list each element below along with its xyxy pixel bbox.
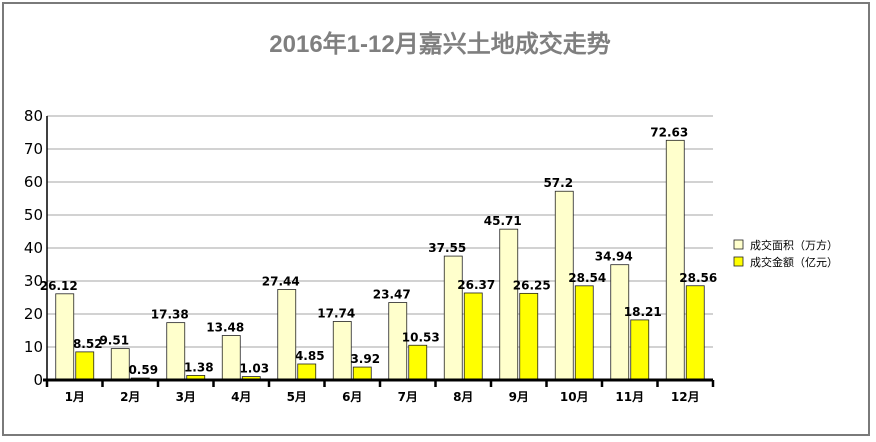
data-label: 4.85 bbox=[295, 349, 325, 363]
x-tick-label: 10月 bbox=[560, 390, 589, 404]
bar-amount bbox=[519, 292, 539, 381]
bar-area bbox=[221, 335, 241, 381]
y-tick-label: 60 bbox=[24, 173, 43, 191]
data-label: 17.38 bbox=[151, 308, 189, 322]
bar-area bbox=[110, 348, 130, 381]
x-tick-label: 2月 bbox=[120, 390, 140, 404]
bar-area bbox=[499, 228, 519, 381]
data-label: 0.59 bbox=[128, 363, 158, 377]
x-tick-label: 6月 bbox=[342, 390, 362, 404]
data-label: 18.21 bbox=[624, 305, 662, 319]
data-label: 26.37 bbox=[457, 278, 495, 292]
bar-area bbox=[443, 255, 463, 381]
data-label: 9.51 bbox=[99, 334, 129, 348]
y-tick-label: 50 bbox=[24, 206, 43, 224]
data-label: 26.25 bbox=[513, 278, 551, 292]
data-label: 3.92 bbox=[350, 352, 380, 366]
bar-amount bbox=[408, 344, 428, 381]
legend-entry: 成交金额（亿元） bbox=[750, 255, 838, 269]
x-tick-label: 11月 bbox=[615, 390, 644, 404]
bar-amount bbox=[352, 366, 372, 381]
data-label: 26.12 bbox=[40, 279, 78, 293]
legend-entry: 成交面积（万方） bbox=[750, 238, 838, 252]
x-tick-label: 9月 bbox=[509, 390, 529, 404]
bar-area bbox=[55, 293, 75, 381]
legend-swatch bbox=[733, 256, 744, 267]
bars bbox=[55, 139, 705, 381]
chart-frame bbox=[2, 2, 870, 436]
data-label: 1.03 bbox=[239, 362, 269, 376]
x-axis: 1月 2月 3月 4月 5月 6月 7月 8月 9月 10月 11月 12月 bbox=[43, 378, 715, 404]
data-labels: 26.12 9.51 17.38 13.48 27.44 17.74 23.47 37.55 4… bbox=[40, 125, 717, 377]
y-tick-label: 70 bbox=[24, 140, 43, 158]
legend-swatch bbox=[733, 239, 744, 250]
grid-lines bbox=[47, 115, 713, 348]
data-label: 8.52 bbox=[73, 337, 103, 351]
x-tick-label: 8月 bbox=[453, 390, 473, 404]
data-label: 34.94 bbox=[595, 250, 633, 264]
y-tick-label: 30 bbox=[24, 272, 43, 290]
bar-amount bbox=[297, 363, 317, 381]
bar-amount bbox=[574, 285, 594, 381]
data-label: 23.47 bbox=[373, 288, 411, 302]
data-label: 17.74 bbox=[317, 306, 355, 320]
x-tick-label: 3月 bbox=[176, 390, 196, 404]
data-label: 28.56 bbox=[679, 271, 717, 285]
bar-area bbox=[554, 190, 574, 381]
bar-area bbox=[665, 139, 685, 381]
y-tick-label: 0 bbox=[33, 371, 43, 389]
data-label: 27.44 bbox=[262, 274, 300, 288]
data-label: 45.71 bbox=[484, 214, 522, 228]
y-tick-label: 20 bbox=[24, 305, 43, 323]
x-tick-label: 12月 bbox=[671, 390, 700, 404]
bar-amount bbox=[685, 285, 705, 381]
chart-title: 2016年1-12月嘉兴土地成交走势 bbox=[269, 30, 610, 58]
data-label: 72.63 bbox=[650, 125, 688, 139]
y-axis: 0 10 20 30 40 50 60 70 80 bbox=[24, 107, 48, 389]
legend: 成交面积（万方） 成交金额（亿元） bbox=[733, 238, 838, 269]
data-label: 37.55 bbox=[428, 241, 466, 255]
bar-amount bbox=[463, 292, 483, 381]
bar-area bbox=[166, 322, 186, 381]
y-tick-label: 80 bbox=[24, 107, 43, 125]
bar-area bbox=[610, 264, 630, 381]
bar-area bbox=[277, 289, 297, 381]
x-tick-label: 1月 bbox=[65, 390, 85, 404]
x-tick-label: 7月 bbox=[398, 390, 418, 404]
y-tick-label: 40 bbox=[24, 239, 43, 257]
data-label: 1.38 bbox=[184, 360, 214, 374]
data-label: 10.53 bbox=[402, 330, 440, 344]
y-tick-label: 10 bbox=[24, 338, 43, 356]
data-label: 57.2 bbox=[543, 176, 573, 190]
bar-area bbox=[332, 321, 352, 381]
data-label: 13.48 bbox=[206, 321, 244, 335]
x-tick-label: 5月 bbox=[287, 390, 307, 404]
data-label: 28.54 bbox=[568, 271, 606, 285]
x-tick-label: 4月 bbox=[231, 390, 251, 404]
bar-amount bbox=[630, 319, 650, 381]
bar-amount bbox=[75, 351, 95, 381]
